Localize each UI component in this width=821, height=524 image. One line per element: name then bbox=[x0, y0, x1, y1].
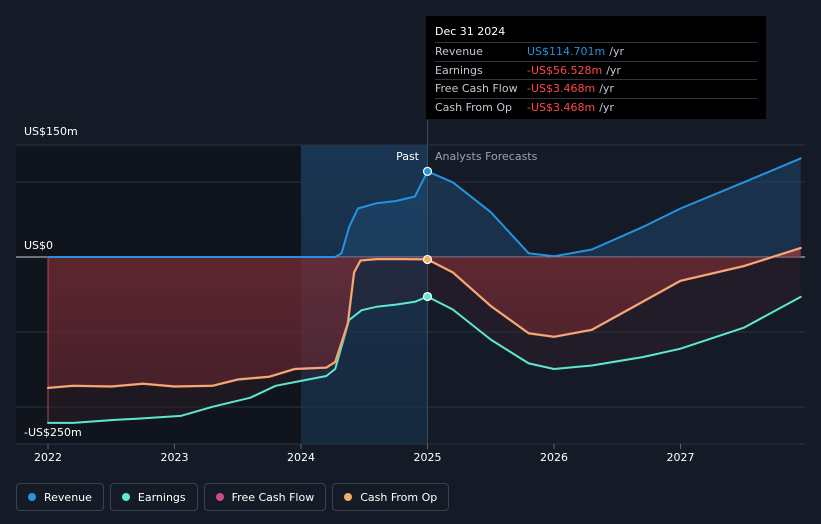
past-label: Past bbox=[396, 150, 420, 163]
y-axis-label-zero: US$0 bbox=[24, 239, 53, 252]
x-tick-label: 2027 bbox=[667, 451, 695, 464]
tooltip-row-revenue: Revenue US$114.701m /yr bbox=[435, 42, 757, 61]
tooltip-label: Free Cash Flow bbox=[435, 82, 518, 95]
x-tick-label: 2023 bbox=[161, 451, 189, 464]
tooltip-unit: /yr bbox=[606, 63, 621, 77]
tooltip-row-cash-from-op: Cash From Op -US$3.468m /yr bbox=[435, 97, 757, 117]
tooltip-unit: /yr bbox=[609, 45, 624, 58]
tooltip-unit: /yr bbox=[599, 82, 614, 95]
legend-dot-icon bbox=[344, 493, 353, 501]
series-markers bbox=[422, 166, 433, 302]
series-fills bbox=[47, 158, 801, 423]
legend-dot-icon bbox=[121, 493, 130, 501]
legend-item-cash-from-op[interactable]: Cash From Op bbox=[332, 483, 450, 511]
legend-label: Earnings bbox=[137, 490, 186, 504]
chart-legend: Revenue Earnings Free Cash Flow Cash Fro… bbox=[16, 483, 450, 511]
tooltip-value: -US$3.468m bbox=[527, 82, 596, 95]
y-axis-label-bottom: -US$250m bbox=[24, 426, 82, 439]
x-tick-label: 2025 bbox=[414, 451, 442, 464]
legend-label: Cash From Op bbox=[360, 490, 438, 504]
tooltip-label: Earnings bbox=[435, 63, 483, 77]
tooltip-date: Dec 31 2024 bbox=[435, 25, 506, 38]
legend-dot-icon bbox=[28, 493, 36, 501]
data-tooltip: Dec 31 2024 Revenue US$114.701m /yr Earn… bbox=[426, 16, 766, 119]
tooltip-row-free-cash-flow: Free Cash Flow -US$3.468m /yr bbox=[435, 79, 757, 98]
legend-dot-icon bbox=[215, 493, 224, 501]
cfo-line bbox=[47, 247, 802, 389]
tooltip-label: Cash From Op bbox=[435, 100, 513, 114]
revenue-marker bbox=[422, 166, 433, 176]
x-tick-label: 2024 bbox=[287, 451, 315, 464]
y-axis-label-top: US$150m bbox=[24, 125, 78, 138]
cfo-marker bbox=[422, 254, 433, 265]
revenue-area bbox=[48, 158, 801, 257]
cash-flow-area bbox=[48, 248, 801, 388]
legend-item-earnings[interactable]: Earnings bbox=[109, 483, 198, 511]
x-tick-label: 2026 bbox=[540, 451, 568, 464]
tooltip-value: -US$56.528m bbox=[527, 63, 603, 77]
earnings-line bbox=[47, 295, 802, 424]
earnings-area bbox=[48, 257, 801, 423]
legend-item-revenue[interactable]: Revenue bbox=[16, 483, 104, 511]
tooltip-value: US$114.701m bbox=[527, 45, 606, 58]
forecast-label: Analysts Forecasts bbox=[435, 150, 538, 163]
earnings-marker bbox=[422, 291, 433, 302]
tooltip-unit: /yr bbox=[599, 100, 614, 114]
y-axis-labels: US$150m US$0 -US$250m bbox=[24, 125, 82, 439]
tooltip-value: -US$3.468m bbox=[527, 100, 596, 114]
x-tick-label: 2022 bbox=[34, 451, 62, 464]
tooltip-label: Revenue bbox=[435, 45, 483, 58]
legend-item-free-cash-flow[interactable]: Free Cash Flow bbox=[203, 483, 327, 511]
legend-label: Revenue bbox=[44, 490, 92, 504]
tooltip-row-earnings: Earnings -US$56.528m /yr bbox=[435, 60, 757, 80]
revenue-line bbox=[47, 157, 802, 258]
x-axis-ticks: 2022 2023 2024 2025 2026 2027 bbox=[34, 444, 695, 464]
legend-label: Free Cash Flow bbox=[231, 490, 315, 504]
series-lines bbox=[46, 157, 802, 424]
